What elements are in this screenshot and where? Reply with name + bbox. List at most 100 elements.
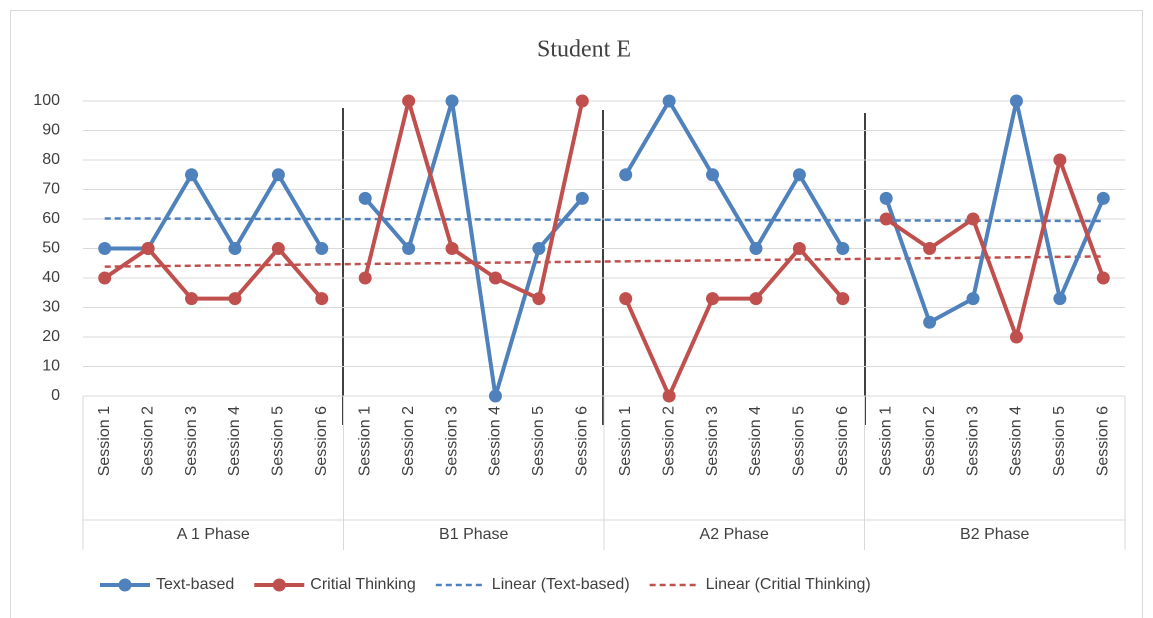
x-tick-label: Session 6	[574, 406, 591, 476]
data-point	[966, 292, 980, 306]
legend-label: Text-based	[156, 576, 234, 593]
data-point	[749, 242, 763, 255]
data-point	[98, 271, 112, 285]
x-tick-label: Session 1	[356, 406, 373, 476]
data-point	[445, 94, 459, 108]
data-point	[228, 292, 242, 306]
y-tick-label: 80	[42, 151, 60, 168]
y-tick-label: 30	[42, 299, 60, 316]
data-point	[966, 212, 980, 226]
chart-frame	[10, 10, 1143, 618]
trendline	[104, 255, 1104, 268]
data-point	[532, 292, 546, 306]
x-tick-label: Session 4	[226, 406, 243, 476]
group-label: A 1 Phase	[177, 526, 250, 543]
data-point	[619, 168, 633, 182]
x-tick-label: Session 4	[1008, 406, 1025, 476]
y-tick-label: 100	[33, 92, 60, 109]
group-label: A2 Phase	[700, 526, 769, 543]
series-line	[885, 158, 1106, 339]
x-tick-label: Session 2	[921, 406, 938, 476]
x-tick-label: Session 4	[487, 406, 504, 476]
x-tick-label: Session 2	[400, 406, 417, 476]
data-point	[706, 168, 720, 182]
data-point	[532, 242, 546, 255]
series-line	[884, 99, 1106, 325]
y-tick-label: 10	[42, 358, 60, 375]
legend-label: Linear (Critial Thinking)	[706, 576, 871, 593]
x-tick-label: Session 5	[530, 406, 547, 476]
x-tick-label: Session 4	[747, 406, 764, 476]
x-tick-label: Session 5	[270, 406, 287, 476]
data-point	[185, 292, 199, 306]
data-point	[402, 94, 416, 108]
data-point	[879, 191, 893, 205]
data-point	[575, 94, 589, 108]
x-tick-label: Session 3	[183, 406, 200, 476]
x-tick-label: Session 3	[964, 406, 981, 476]
y-tick-label: 60	[42, 210, 60, 227]
data-point	[445, 242, 459, 255]
x-tick-label: Session 5	[1051, 406, 1068, 476]
data-point	[792, 168, 806, 182]
data-point	[488, 271, 502, 285]
group-label: B1 Phase	[439, 526, 508, 543]
data-point	[315, 292, 329, 306]
y-tick-label: 90	[42, 122, 60, 139]
data-point	[185, 168, 199, 182]
data-point	[1053, 153, 1067, 167]
data-point	[488, 389, 502, 403]
data-point	[792, 242, 806, 255]
data-point	[879, 212, 893, 226]
trendline	[104, 217, 1104, 223]
data-point	[749, 292, 763, 306]
data-point	[706, 292, 720, 306]
data-point	[1053, 292, 1067, 306]
x-tick-label: Session 1	[96, 406, 113, 476]
x-tick-label: Session 3	[443, 406, 460, 476]
y-tick-label: 40	[42, 269, 60, 286]
legend-marker	[272, 578, 286, 592]
data-point	[1009, 94, 1023, 108]
y-tick-label: 0	[51, 387, 60, 404]
data-point	[1096, 191, 1110, 205]
data-point	[358, 191, 372, 205]
data-point	[923, 242, 937, 255]
y-tick-label: 50	[42, 240, 60, 257]
x-tick-label: Session 6	[1095, 406, 1112, 476]
x-tick-label: Session 2	[139, 406, 156, 476]
x-tick-label: Session 5	[791, 406, 808, 476]
y-tick-label: 70	[42, 181, 60, 198]
series-line	[363, 99, 584, 398]
data-point	[662, 94, 676, 108]
data-point	[271, 242, 285, 255]
x-tick-label: Session 1	[617, 406, 634, 476]
x-tick-label: Session 6	[313, 406, 330, 476]
legend-label: Linear (Text-based)	[492, 576, 630, 593]
data-point	[271, 168, 285, 182]
group-label: B2 Phase	[960, 526, 1029, 543]
data-point	[662, 389, 676, 403]
data-point	[228, 242, 242, 255]
series-line	[363, 99, 585, 301]
data-point	[358, 271, 372, 285]
chart-title: Student E	[537, 37, 631, 63]
y-tick-label: 20	[42, 328, 60, 345]
series-line	[103, 246, 324, 301]
data-point	[98, 242, 112, 255]
data-point	[619, 292, 633, 306]
data-point	[575, 191, 589, 205]
data-point	[402, 242, 416, 255]
series-line	[623, 99, 845, 251]
data-point	[141, 242, 155, 255]
x-tick-label: Session 3	[704, 406, 721, 476]
data-point	[836, 292, 850, 306]
data-point	[1096, 271, 1110, 285]
data-point	[836, 242, 850, 255]
data-point	[315, 242, 329, 255]
x-tick-label: Session 1	[877, 406, 894, 476]
legend-label: Critial Thinking	[310, 576, 416, 593]
data-point	[923, 315, 937, 329]
series-line	[623, 246, 845, 398]
